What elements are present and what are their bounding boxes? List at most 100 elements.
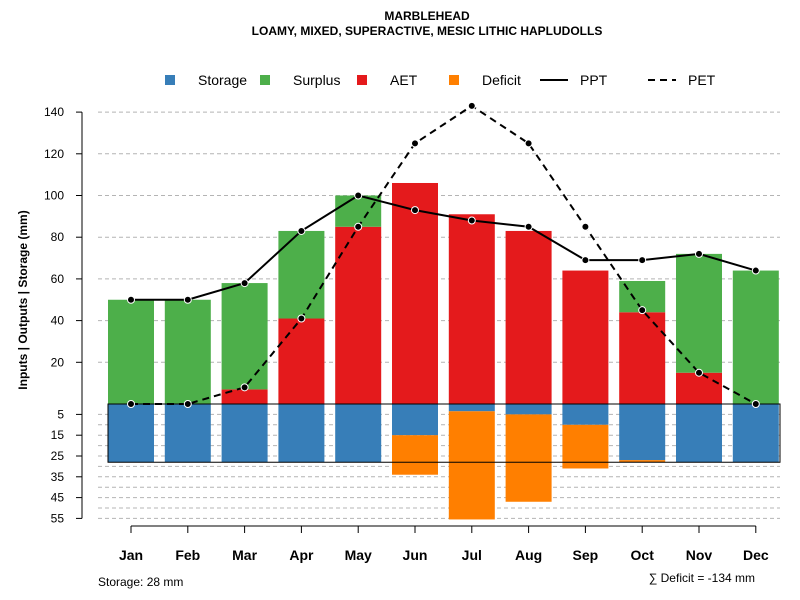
aet-bar <box>392 182 438 404</box>
surplus-bar <box>108 299 154 404</box>
storage-bar <box>278 404 325 463</box>
legend-swatch <box>449 75 459 85</box>
legend: Storage Surplus AET Deficit PPT PET <box>165 72 716 88</box>
y-tick-label: 60 <box>51 272 65 286</box>
pet-point <box>638 306 647 315</box>
deficit-bar <box>392 435 438 475</box>
line-series <box>127 101 760 408</box>
surplus-bar <box>335 195 382 227</box>
legend-label: Surplus <box>293 72 340 88</box>
ppt-point <box>695 249 703 258</box>
aet-bar <box>505 230 552 404</box>
aet-bar <box>676 372 722 404</box>
ppt-point <box>240 279 249 288</box>
lower-bars <box>108 404 779 520</box>
legend-label: Deficit <box>482 72 521 88</box>
x-tick-label: Feb <box>175 547 200 563</box>
ppt-point <box>411 206 419 215</box>
x-tick-label: Sep <box>573 547 599 563</box>
legend-swatch <box>165 75 175 85</box>
pet-point <box>695 368 703 377</box>
storage-note: Storage: 28 mm <box>98 575 183 589</box>
grid-lower <box>98 413 780 519</box>
x-tick-label: Oct <box>631 547 655 563</box>
pet-point <box>127 400 135 408</box>
ppt-point <box>354 191 363 200</box>
deficit-note: ∑ Deficit = -134 mm <box>649 571 755 585</box>
ppt-point <box>467 216 476 225</box>
y-tick-label: 5 <box>57 407 64 421</box>
x-tick-label: Jun <box>403 547 428 563</box>
deficit-bar <box>562 424 609 469</box>
upper-bars <box>108 182 779 404</box>
deficit-bar <box>505 414 552 502</box>
y-tick-label: 120 <box>44 147 64 161</box>
aet-bar <box>278 318 325 404</box>
ppt-point <box>183 295 192 304</box>
grid-upper <box>98 111 780 363</box>
ppt-point <box>127 295 135 304</box>
y-tick-label: 20 <box>51 355 65 369</box>
storage-capacity-box <box>107 403 781 463</box>
y-tick-label: 80 <box>51 230 65 244</box>
pet-point <box>183 400 192 408</box>
pet-point <box>751 400 760 408</box>
x-tick-label: Mar <box>232 547 257 563</box>
storage-bar <box>676 404 722 463</box>
pet-line <box>131 104 757 405</box>
x-tick-label: Jul <box>462 547 482 563</box>
surplus-bar <box>221 283 268 390</box>
storage-bar <box>448 404 495 412</box>
surplus-bar <box>278 230 325 319</box>
legend-label: AET <box>390 72 418 88</box>
aet-bar <box>562 270 609 404</box>
x-tick-label: May <box>345 547 372 563</box>
pet-point <box>581 222 590 231</box>
ppt-line <box>131 194 757 301</box>
ppt-point <box>751 266 760 275</box>
legend-swatch <box>260 75 270 85</box>
aet-bar <box>448 214 495 404</box>
x-tick-label: Jan <box>119 547 143 563</box>
ppt-point <box>297 226 306 235</box>
y-axis-label: Inputs | Outputs | Storage (mm) <box>16 210 30 389</box>
x-tick-label: Aug <box>515 547 542 563</box>
storage-bar <box>562 404 609 425</box>
ppt-point <box>524 222 533 231</box>
storage-bar <box>164 404 211 463</box>
aet-bar <box>619 312 666 404</box>
y-tick-label: 35 <box>51 470 65 484</box>
legend-label: Storage <box>198 72 247 88</box>
y-tick-label: 25 <box>51 449 65 463</box>
ppt-point <box>638 256 647 265</box>
ppt-point <box>581 256 590 265</box>
legend-label: PET <box>688 72 716 88</box>
pet-point <box>240 383 249 392</box>
y-tick-label: 45 <box>51 491 65 505</box>
surplus-bar <box>732 270 779 404</box>
y-tick-label: 100 <box>44 189 64 203</box>
chart-subtitle: LOAMY, MIXED, SUPERACTIVE, MESIC LITHIC … <box>252 24 603 38</box>
x-tick-label: Apr <box>289 547 314 563</box>
x-tick-label: Dec <box>743 547 769 563</box>
y-tick-label: 55 <box>51 511 65 525</box>
legend-label: PPT <box>580 72 608 88</box>
chart-title: MARBLEHEAD <box>384 9 470 23</box>
aet-bar <box>221 389 268 404</box>
storage-bar <box>221 404 268 463</box>
storage-bar <box>335 404 382 463</box>
y-tick-label: 15 <box>51 428 65 442</box>
x-tick-label: Nov <box>686 547 713 563</box>
surplus-bar <box>676 253 722 373</box>
storage-bar <box>108 404 154 463</box>
storage-bar <box>732 404 779 463</box>
y-tick-label: 140 <box>44 105 64 119</box>
pet-point <box>354 222 363 231</box>
storage-bar <box>505 404 552 415</box>
storage-bar <box>392 404 438 436</box>
y-tick-label: 40 <box>51 314 65 328</box>
deficit-bar <box>448 411 495 520</box>
pet-point <box>297 314 306 323</box>
legend-swatch <box>357 75 367 85</box>
